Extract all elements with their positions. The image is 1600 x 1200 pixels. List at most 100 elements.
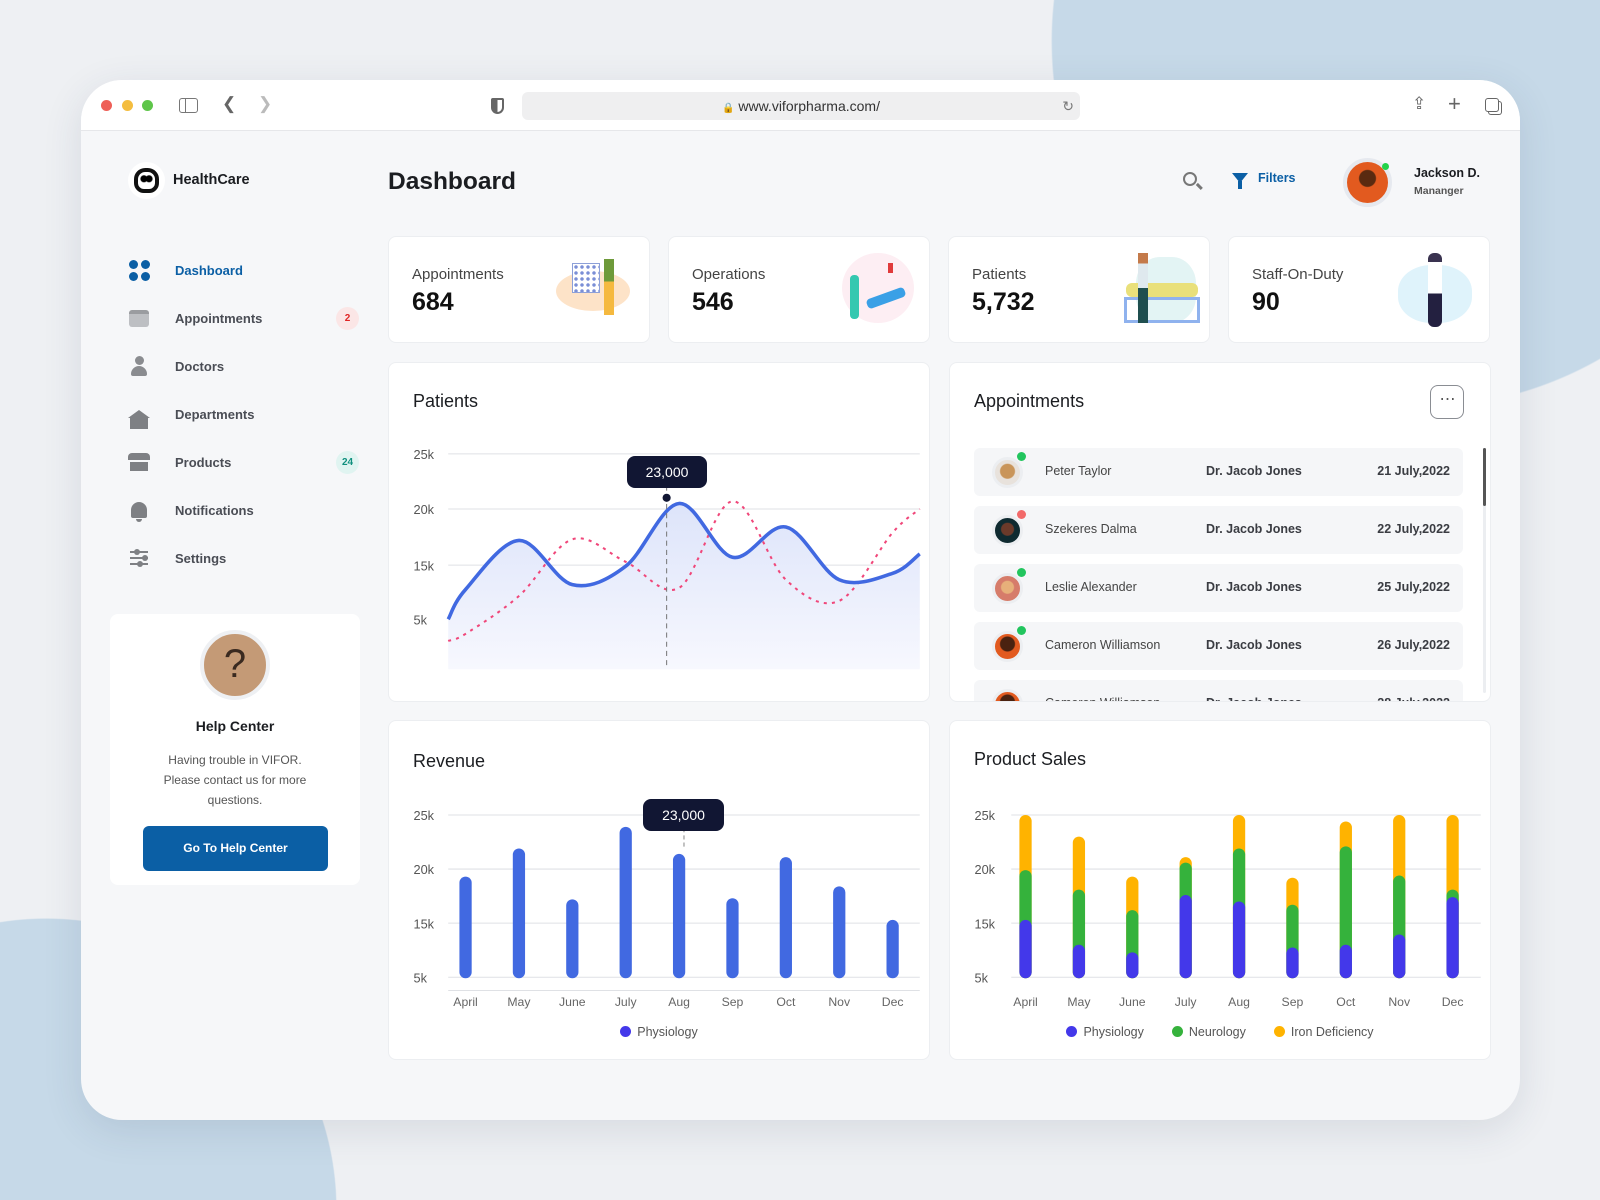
reload-icon[interactable]: ↻ bbox=[1062, 98, 1074, 114]
sliders-icon bbox=[128, 547, 150, 569]
sidebar-item-doctors[interactable]: Doctors bbox=[128, 351, 359, 381]
stat-value: 5,732 bbox=[972, 288, 1035, 316]
panda-logo-icon bbox=[134, 168, 159, 193]
stat-card-operations[interactable]: Operations 546 bbox=[668, 236, 930, 343]
x-tick-label: Sep bbox=[1282, 995, 1304, 1009]
lock-icon: 🔒 bbox=[722, 103, 735, 114]
appointment-row[interactable]: Cameron Williamson Dr. Jacob Jones 28 July… bbox=[974, 680, 1463, 701]
help-center-card: ? Help Center Having trouble in VIFOR. P… bbox=[110, 614, 360, 885]
doctor-name: Dr. Jacob Jones bbox=[1206, 638, 1302, 652]
stat-card-staff-on-duty[interactable]: Staff-On-Duty 90 bbox=[1228, 236, 1490, 343]
appointment-date: 25 July,2022 bbox=[1377, 580, 1450, 594]
user-role: Mananger bbox=[1414, 185, 1464, 197]
stat-label: Patients bbox=[972, 266, 1027, 283]
sidebar-toggle-icon[interactable] bbox=[179, 98, 198, 113]
back-icon[interactable]: ❮ bbox=[222, 94, 237, 113]
close-window-button[interactable] bbox=[101, 100, 112, 111]
doctor-icon bbox=[128, 355, 150, 377]
page-title: Dashboard bbox=[388, 168, 516, 195]
appointments-card: Appointments ⋯ Peter Taylor Dr. Jacob Jon… bbox=[949, 362, 1491, 702]
brand-logo[interactable] bbox=[128, 162, 165, 199]
patient-avatar bbox=[992, 689, 1023, 701]
y-tick-label: 20k bbox=[413, 502, 434, 517]
help-center-button[interactable]: Go To Help Center bbox=[143, 826, 328, 871]
stacked-bar-physiology bbox=[1179, 895, 1192, 979]
shield-icon[interactable] bbox=[491, 98, 504, 114]
appointment-row[interactable]: Leslie Alexander Dr. Jacob Jones 25 July,2… bbox=[974, 564, 1463, 612]
status-indicator bbox=[1017, 568, 1026, 577]
patients-chart-card: Patients 25k20k15k5kAprilMayJuneJulyAugS… bbox=[388, 362, 930, 702]
help-title: Help Center bbox=[195, 718, 275, 734]
help-question-icon: ? bbox=[200, 630, 270, 700]
more-options-button[interactable]: ⋯ bbox=[1430, 385, 1464, 419]
user-name[interactable]: Jackson D. bbox=[1414, 166, 1481, 180]
patient-name: Leslie Alexander bbox=[1045, 580, 1137, 594]
x-tick-label: Sep bbox=[722, 995, 744, 1009]
patients-solid-series bbox=[446, 501, 921, 621]
store-icon bbox=[128, 451, 150, 473]
revenue-bar bbox=[512, 848, 526, 979]
scrollbar-thumb[interactable] bbox=[1483, 448, 1486, 506]
patients-dashed-series bbox=[447, 500, 921, 642]
stacked-bar-physiology bbox=[1072, 944, 1086, 979]
revenue-bar bbox=[886, 919, 899, 979]
grid-icon bbox=[128, 259, 150, 281]
sidebar-badge: 24 bbox=[336, 450, 359, 474]
appointment-row[interactable]: Cameron Williamson Dr. Jacob Jones 26 July… bbox=[974, 622, 1463, 670]
tabs-overview-icon[interactable] bbox=[1485, 98, 1499, 112]
x-tick-label: June bbox=[559, 995, 586, 1009]
sidebar-item-departments[interactable]: Departments bbox=[128, 399, 359, 429]
product-sales-title: Product Sales bbox=[974, 749, 1087, 769]
appointments-scrollbar[interactable] bbox=[1483, 448, 1486, 693]
revenue-bar bbox=[566, 899, 579, 979]
doctor-name: Dr. Jacob Jones bbox=[1206, 464, 1302, 478]
stat-card-patients[interactable]: Patients 5,732 bbox=[948, 236, 1210, 343]
x-tick-label: June bbox=[1119, 995, 1146, 1009]
legend-swatch bbox=[620, 1026, 632, 1037]
y-tick-label: 5k bbox=[413, 612, 427, 627]
patients-chart-title: Patients bbox=[413, 391, 479, 411]
new-tab-icon[interactable]: + bbox=[1448, 91, 1461, 116]
y-tick-label: 15k bbox=[413, 916, 434, 931]
revenue-bar bbox=[779, 857, 792, 979]
legend-item: Physiology bbox=[1066, 1025, 1144, 1039]
doctor-name: Dr. Jacob Jones bbox=[1206, 696, 1302, 701]
product-sales-stacked-chart: 25k 20k 15k 5k April May June July Aug Sep Oct Nov D… bbox=[974, 808, 1481, 1009]
sidebar-item-dashboard[interactable]: Dashboard bbox=[128, 255, 359, 285]
address-bar[interactable]: 🔒 www.viforpharma.com/ ↻ bbox=[522, 92, 1080, 120]
share-icon[interactable]: ⇪ bbox=[1412, 94, 1427, 113]
stat-illustration bbox=[1396, 253, 1484, 329]
search-icon[interactable] bbox=[1183, 172, 1203, 190]
y-tick-label: 25k bbox=[974, 808, 995, 823]
legend-item: Iron Deficiency bbox=[1273, 1025, 1374, 1039]
patient-avatar bbox=[992, 457, 1023, 488]
y-tick-label: 20k bbox=[413, 862, 434, 877]
sidebar-item-appointments[interactable]: Appointments 2 bbox=[128, 303, 359, 333]
patients-area-fill bbox=[448, 503, 920, 670]
zoom-window-button[interactable] bbox=[142, 100, 153, 111]
patient-name: Cameron Williamson bbox=[1045, 696, 1160, 701]
stat-illustration bbox=[556, 253, 644, 329]
legend-item: Neurology bbox=[1171, 1025, 1246, 1039]
x-tick-label: Nov bbox=[1388, 995, 1411, 1009]
sidebar-item-settings[interactable]: Settings bbox=[128, 543, 359, 573]
stat-card-appointments[interactable]: Appointments 684 bbox=[388, 236, 650, 343]
status-indicator bbox=[1017, 510, 1026, 519]
x-tick-label: Aug bbox=[668, 995, 690, 1009]
forward-icon[interactable]: ❯ bbox=[258, 94, 273, 113]
status-indicator bbox=[1017, 626, 1026, 635]
stat-label: Appointments bbox=[412, 266, 504, 283]
filters-button[interactable]: Filters bbox=[1232, 171, 1296, 189]
tooltip-point bbox=[660, 491, 673, 504]
appointment-row[interactable]: Szekeres Dalma Dr. Jacob Jones 22 July,202… bbox=[974, 506, 1463, 554]
revenue-bar-chart: 25k 20k 15k 5k April May June July Aug Sep Oct Nov D… bbox=[413, 808, 920, 1009]
appointment-row[interactable]: Peter Taylor Dr. Jacob Jones 21 July,2022 bbox=[974, 448, 1463, 496]
minimize-window-button[interactable] bbox=[122, 100, 133, 111]
revenue-bar bbox=[833, 886, 846, 979]
sidebar-item-products[interactable]: Products 24 bbox=[128, 447, 359, 477]
sidebar-item-notifications[interactable]: Notifications bbox=[128, 495, 359, 525]
stacked-bar-physiology bbox=[1446, 897, 1459, 979]
appointments-title: Appointments bbox=[974, 391, 1085, 411]
revenue-bar bbox=[672, 853, 686, 979]
